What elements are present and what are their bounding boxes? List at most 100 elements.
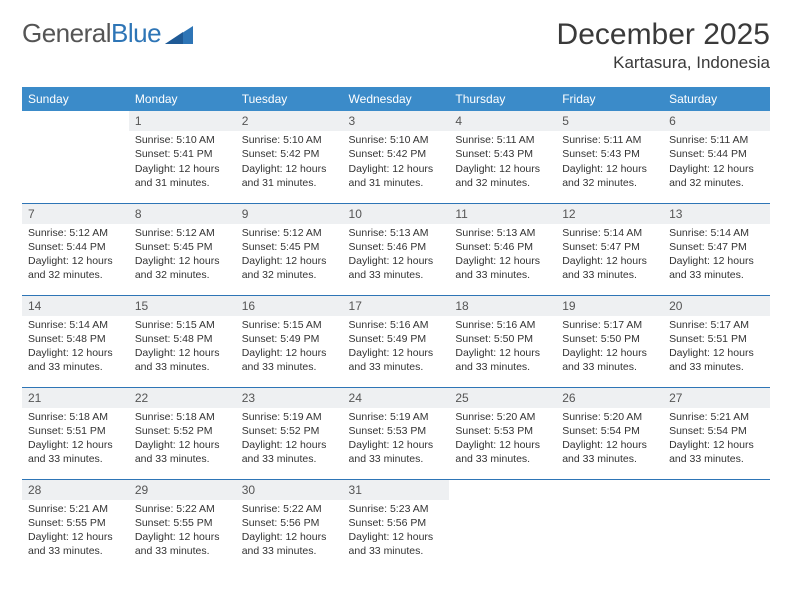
sunset-line: Sunset: 5:48 PM [28,332,123,346]
day-info: Sunrise: 5:21 AMSunset: 5:55 PMDaylight:… [26,502,125,559]
day-info: Sunrise: 5:11 AMSunset: 5:44 PMDaylight:… [667,133,766,190]
day-number: 29 [129,480,236,500]
day-number: 31 [343,480,450,500]
sunset-line: Sunset: 5:52 PM [135,424,230,438]
day-number: 19 [556,296,663,316]
calendar-cell: 13Sunrise: 5:14 AMSunset: 5:47 PMDayligh… [663,203,770,295]
daylight-line: Daylight: 12 hours and 33 minutes. [455,346,550,374]
calendar-cell: 1Sunrise: 5:10 AMSunset: 5:41 PMDaylight… [129,111,236,203]
location-label: Kartasura, Indonesia [557,53,770,73]
calendar-cell: 18Sunrise: 5:16 AMSunset: 5:50 PMDayligh… [449,295,556,387]
day-number [449,480,556,500]
calendar-cell: 24Sunrise: 5:19 AMSunset: 5:53 PMDayligh… [343,387,450,479]
calendar-cell: 7Sunrise: 5:12 AMSunset: 5:44 PMDaylight… [22,203,129,295]
sunrise-line: Sunrise: 5:14 AM [562,226,657,240]
sunrise-line: Sunrise: 5:17 AM [562,318,657,332]
day-info: Sunrise: 5:12 AMSunset: 5:45 PMDaylight:… [240,226,339,283]
day-info: Sunrise: 5:17 AMSunset: 5:50 PMDaylight:… [560,318,659,375]
sunset-line: Sunset: 5:42 PM [242,147,337,161]
sunset-line: Sunset: 5:53 PM [349,424,444,438]
day-number: 6 [663,111,770,131]
calendar-cell: 9Sunrise: 5:12 AMSunset: 5:45 PMDaylight… [236,203,343,295]
daylight-line: Daylight: 12 hours and 33 minutes. [669,438,764,466]
daylight-line: Daylight: 12 hours and 33 minutes. [135,530,230,558]
sunset-line: Sunset: 5:48 PM [135,332,230,346]
calendar-cell-empty [22,111,129,203]
day-header: Wednesday [343,87,450,111]
brand-part1: General [22,18,111,49]
sunset-line: Sunset: 5:46 PM [349,240,444,254]
sunset-line: Sunset: 5:51 PM [669,332,764,346]
sunrise-line: Sunrise: 5:22 AM [135,502,230,516]
day-number: 2 [236,111,343,131]
day-number: 9 [236,204,343,224]
day-number: 11 [449,204,556,224]
calendar-cell: 3Sunrise: 5:10 AMSunset: 5:42 PMDaylight… [343,111,450,203]
daylight-line: Daylight: 12 hours and 33 minutes. [349,346,444,374]
daylight-line: Daylight: 12 hours and 32 minutes. [242,254,337,282]
daylight-line: Daylight: 12 hours and 32 minutes. [135,254,230,282]
day-info: Sunrise: 5:10 AMSunset: 5:41 PMDaylight:… [133,133,232,190]
calendar-cell-empty [663,479,770,571]
calendar-body: 1Sunrise: 5:10 AMSunset: 5:41 PMDaylight… [22,111,770,571]
month-title: December 2025 [557,18,770,51]
day-info: Sunrise: 5:19 AMSunset: 5:52 PMDaylight:… [240,410,339,467]
sunrise-line: Sunrise: 5:22 AM [242,502,337,516]
calendar-cell: 27Sunrise: 5:21 AMSunset: 5:54 PMDayligh… [663,387,770,479]
sunrise-line: Sunrise: 5:21 AM [28,502,123,516]
calendar-table: Sunday Monday Tuesday Wednesday Thursday… [22,87,770,571]
sunset-line: Sunset: 5:56 PM [242,516,337,530]
calendar-cell: 14Sunrise: 5:14 AMSunset: 5:48 PMDayligh… [22,295,129,387]
day-number: 23 [236,388,343,408]
day-number: 20 [663,296,770,316]
day-info: Sunrise: 5:11 AMSunset: 5:43 PMDaylight:… [560,133,659,190]
day-header: Saturday [663,87,770,111]
calendar-row: 7Sunrise: 5:12 AMSunset: 5:44 PMDaylight… [22,203,770,295]
day-number [556,480,663,500]
day-info: Sunrise: 5:18 AMSunset: 5:51 PMDaylight:… [26,410,125,467]
calendar-row: 14Sunrise: 5:14 AMSunset: 5:48 PMDayligh… [22,295,770,387]
calendar-cell: 29Sunrise: 5:22 AMSunset: 5:55 PMDayligh… [129,479,236,571]
title-block: December 2025 Kartasura, Indonesia [557,18,770,73]
daylight-line: Daylight: 12 hours and 33 minutes. [455,254,550,282]
calendar-cell: 16Sunrise: 5:15 AMSunset: 5:49 PMDayligh… [236,295,343,387]
sunset-line: Sunset: 5:41 PM [135,147,230,161]
daylight-line: Daylight: 12 hours and 33 minutes. [28,438,123,466]
daylight-line: Daylight: 12 hours and 32 minutes. [455,162,550,190]
sunrise-line: Sunrise: 5:18 AM [135,410,230,424]
daylight-line: Daylight: 12 hours and 32 minutes. [562,162,657,190]
daylight-line: Daylight: 12 hours and 33 minutes. [455,438,550,466]
daylight-line: Daylight: 12 hours and 33 minutes. [135,346,230,374]
daylight-line: Daylight: 12 hours and 33 minutes. [349,254,444,282]
daylight-line: Daylight: 12 hours and 33 minutes. [562,254,657,282]
calendar-cell: 6Sunrise: 5:11 AMSunset: 5:44 PMDaylight… [663,111,770,203]
day-number: 10 [343,204,450,224]
day-info: Sunrise: 5:13 AMSunset: 5:46 PMDaylight:… [453,226,552,283]
daylight-line: Daylight: 12 hours and 32 minutes. [669,162,764,190]
daylight-line: Daylight: 12 hours and 31 minutes. [349,162,444,190]
day-number: 7 [22,204,129,224]
sunrise-line: Sunrise: 5:13 AM [455,226,550,240]
sunrise-line: Sunrise: 5:19 AM [242,410,337,424]
page-header: GeneralBlue December 2025 Kartasura, Ind… [22,18,770,73]
day-info: Sunrise: 5:15 AMSunset: 5:48 PMDaylight:… [133,318,232,375]
calendar-row: 21Sunrise: 5:18 AMSunset: 5:51 PMDayligh… [22,387,770,479]
sunset-line: Sunset: 5:52 PM [242,424,337,438]
sunrise-line: Sunrise: 5:10 AM [242,133,337,147]
calendar-row: 1Sunrise: 5:10 AMSunset: 5:41 PMDaylight… [22,111,770,203]
day-info: Sunrise: 5:14 AMSunset: 5:47 PMDaylight:… [667,226,766,283]
day-info: Sunrise: 5:12 AMSunset: 5:45 PMDaylight:… [133,226,232,283]
day-header: Monday [129,87,236,111]
sunset-line: Sunset: 5:51 PM [28,424,123,438]
calendar-cell: 28Sunrise: 5:21 AMSunset: 5:55 PMDayligh… [22,479,129,571]
calendar-cell: 23Sunrise: 5:19 AMSunset: 5:52 PMDayligh… [236,387,343,479]
sunrise-line: Sunrise: 5:11 AM [669,133,764,147]
sunset-line: Sunset: 5:49 PM [242,332,337,346]
sunset-line: Sunset: 5:53 PM [455,424,550,438]
sunrise-line: Sunrise: 5:12 AM [135,226,230,240]
brand-part2: Blue [111,18,161,49]
daylight-line: Daylight: 12 hours and 33 minutes. [562,346,657,374]
day-info: Sunrise: 5:13 AMSunset: 5:46 PMDaylight:… [347,226,446,283]
day-number: 18 [449,296,556,316]
sunrise-line: Sunrise: 5:16 AM [455,318,550,332]
